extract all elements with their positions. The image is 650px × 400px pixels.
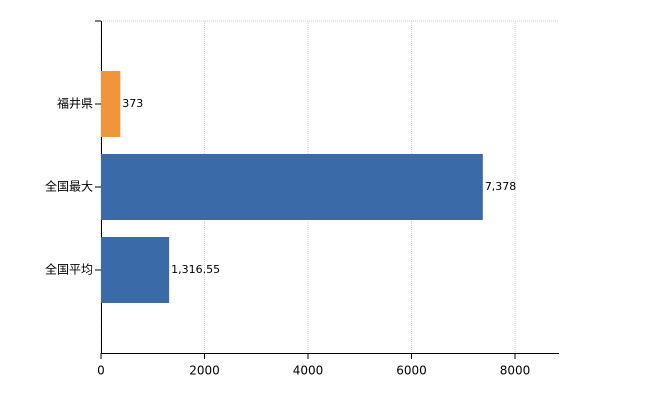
bar: [101, 154, 483, 220]
x-tick-label: 4000: [293, 364, 324, 378]
bar: [101, 71, 121, 137]
x-tick-label: 0: [97, 364, 105, 378]
value-label: 7,378: [485, 180, 516, 193]
value-label: 1,316.55: [171, 263, 220, 276]
x-tick-label: 6000: [396, 364, 427, 378]
y-tick-label: 全国最大: [45, 179, 93, 194]
bar: [101, 237, 170, 303]
y-tick-label: 全国平均: [45, 262, 93, 277]
y-tick-label: 福井県: [57, 96, 93, 111]
value-label: 373: [122, 97, 143, 110]
x-tick-label: 8000: [500, 364, 531, 378]
x-tick-label: 2000: [189, 364, 220, 378]
